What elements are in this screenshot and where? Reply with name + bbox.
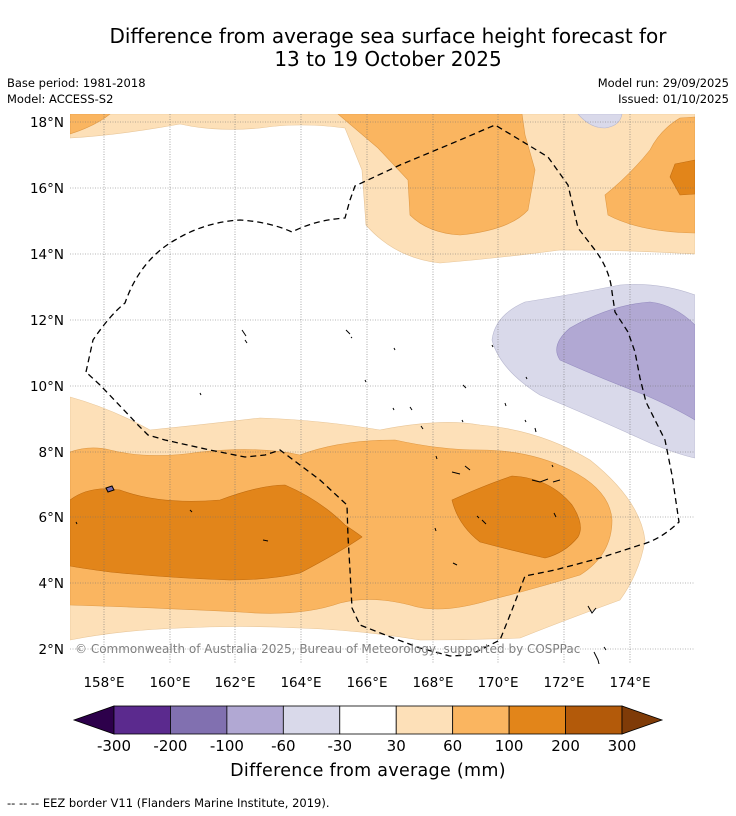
chart-title-line2: 13 to 19 October 2025 bbox=[274, 47, 502, 71]
lat-tick: 6°N bbox=[39, 510, 64, 526]
lon-tick: 158°E bbox=[83, 675, 124, 691]
contour-northeast-100-200 bbox=[669, 159, 695, 196]
colorbar-tick-label: 300 bbox=[608, 737, 637, 755]
lat-tick: 16°N bbox=[30, 181, 64, 197]
base-period: Base period: 1981-2018 bbox=[7, 76, 146, 90]
lon-tick: 174°E bbox=[609, 675, 650, 691]
lat-tick: 12°N bbox=[30, 313, 64, 329]
meta-left: Base period: 1981-2018 Model: ACCESS-S2 bbox=[7, 75, 146, 107]
model-run: Model run: 29/09/2025 bbox=[597, 76, 729, 90]
lat-tick: 8°N bbox=[39, 445, 64, 461]
lat-tick: 14°N bbox=[30, 247, 64, 263]
meta-right: Model run: 29/09/2025 Issued: 01/10/2025 bbox=[598, 75, 729, 107]
colorbar-swatch bbox=[339, 705, 397, 735]
lat-tick: 10°N bbox=[30, 379, 64, 395]
eez-border-west bbox=[85, 124, 680, 657]
colorbar-tick-label: 30 bbox=[387, 737, 406, 755]
colorbar-swatch bbox=[282, 705, 341, 735]
issued-date: Issued: 01/10/2025 bbox=[618, 92, 729, 106]
colorbar-swatch bbox=[452, 705, 510, 735]
colorbar-tick-label: -30 bbox=[328, 737, 353, 755]
islands bbox=[75, 329, 607, 664]
colorbar-extend-high bbox=[621, 705, 664, 735]
lat-tick: 2°N bbox=[39, 642, 64, 658]
colorbar-tick-label: -300 bbox=[97, 737, 131, 755]
copyright-text: © Commonwealth of Australia 2025, Bureau… bbox=[75, 642, 580, 656]
contour-south-east-100-200 bbox=[451, 475, 581, 559]
eez-borders bbox=[85, 124, 680, 657]
colorbar-swatch bbox=[565, 705, 623, 735]
colorbar-swatch bbox=[395, 705, 454, 735]
lon-tick: 166°E bbox=[346, 675, 387, 691]
model-name: Model: ACCESS-S2 bbox=[7, 92, 114, 106]
lon-tick: 168°E bbox=[412, 675, 453, 691]
lon-tick: 170°E bbox=[477, 675, 518, 691]
colorbar-extend-low bbox=[72, 705, 115, 735]
colorbar-swatch bbox=[226, 705, 284, 735]
lat-tick: 4°N bbox=[39, 576, 64, 592]
contour-east-neg60-100 bbox=[556, 301, 695, 421]
lon-tick: 164°E bbox=[280, 675, 321, 691]
lon-tick: 162°E bbox=[214, 675, 255, 691]
colorbar-swatch bbox=[508, 705, 566, 735]
map-area: © Commonwealth of Australia 2025, Bureau… bbox=[70, 114, 695, 664]
colorbar-tick-label: 200 bbox=[551, 737, 580, 755]
contour-northeast-60-100 bbox=[604, 116, 695, 234]
colorbar-tick-label: -200 bbox=[153, 737, 187, 755]
gridlines bbox=[70, 114, 695, 664]
lon-tick: 160°E bbox=[149, 675, 190, 691]
colorbar-swatch bbox=[113, 705, 171, 735]
colorbar-tick-label: -100 bbox=[210, 737, 244, 755]
contour-south-west-100-200 bbox=[70, 484, 363, 581]
chart-title-line1: Difference from average sea surface heig… bbox=[109, 24, 667, 48]
colorbar-tick-label: 60 bbox=[443, 737, 462, 755]
colorbar-tick-label: -60 bbox=[271, 737, 296, 755]
eez-footnote: -- -- -- EEZ border V11 (Flanders Marine… bbox=[7, 796, 330, 810]
colorbar-tick-label: 100 bbox=[495, 737, 524, 755]
colorbar: -300 -200 -100 -60 -30 30 60 100 200 300 bbox=[72, 705, 664, 755]
lon-ticks: 158°E 160°E 162°E 164°E 166°E 168°E 170°… bbox=[83, 675, 650, 691]
lat-tick: 18°N bbox=[30, 115, 64, 131]
lat-ticks: 18°N 16°N 14°N 12°N 10°N 8°N 6°N 4°N 2°N bbox=[30, 115, 64, 658]
lon-tick: 172°E bbox=[543, 675, 584, 691]
contour-north-30-60 bbox=[70, 114, 695, 264]
colorbar-title: Difference from average (mm) bbox=[230, 761, 506, 781]
contour-north-negative bbox=[577, 114, 623, 129]
contour-north-60-100 bbox=[70, 114, 536, 236]
colorbar-swatch bbox=[170, 705, 228, 735]
